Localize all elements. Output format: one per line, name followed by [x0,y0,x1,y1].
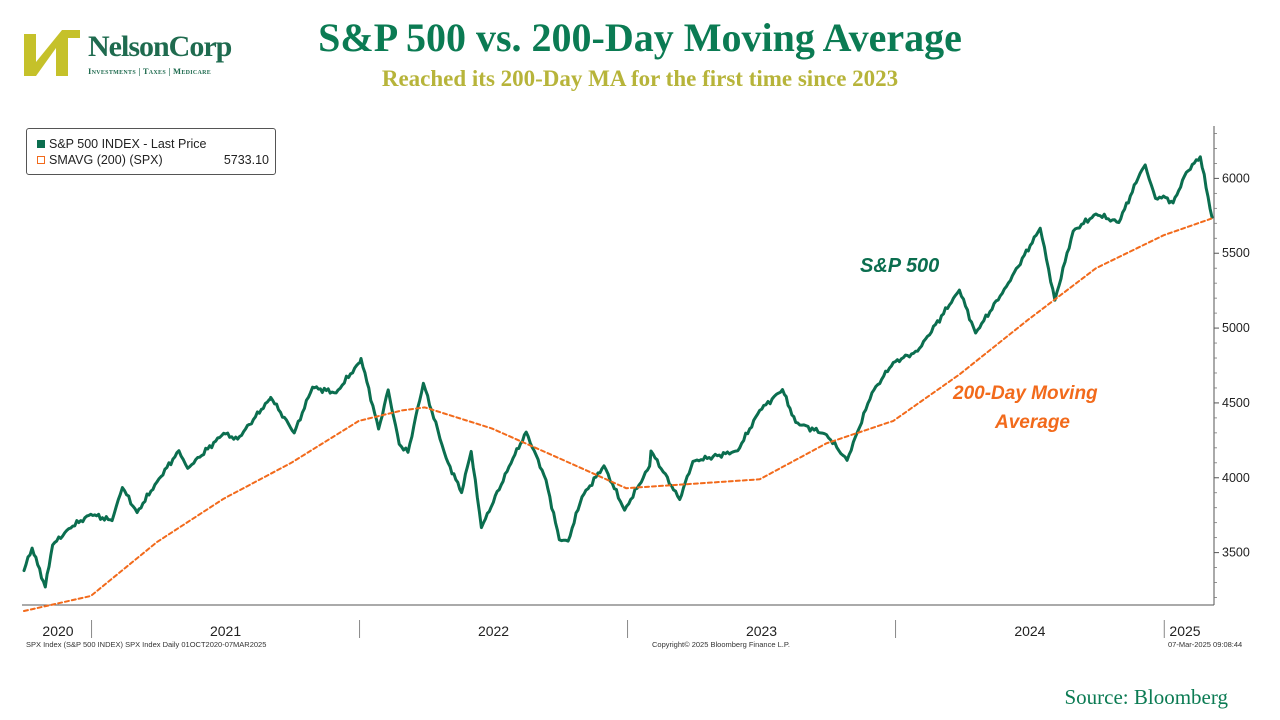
x-year-label: 2023 [746,623,777,639]
x-year-label: 2021 [210,623,241,639]
x-year-label: 2022 [478,623,509,639]
x-year-label: 2025 [1169,623,1200,639]
chart-legend: S&P 500 INDEX - Last Price SMAVG (200) (… [26,128,276,175]
annotation-ma-line1: 200-Day Moving [953,383,1098,404]
legend-item-ma: SMAVG (200) (SPX) 5733.10 [33,153,271,169]
y-tick-label: 5000 [1222,321,1250,335]
sp500-line [22,155,1214,589]
footer-right: 07-Mar-2025 09:08:44 [1168,640,1243,649]
footer-left: SPX Index (S&P 500 INDEX) SPX Index Dail… [26,640,267,649]
source-note: Source: Bloomberg [1064,685,1228,709]
ma200-line [23,217,1213,612]
legend-swatch-ma [37,156,45,164]
legend-swatch-sp500 [37,140,45,148]
legend-label-ma: SMAVG (200) (SPX) [49,153,163,167]
annotation-ma-line2: Average [995,412,1070,433]
logo-tagline: Investments | Taxes | Medicare [88,66,212,76]
x-year-label: 2024 [1014,623,1045,639]
logo-mark-icon [24,30,80,76]
annotation-sp500: S&P 500 [860,255,940,277]
logo-name: NelsonCorp [88,30,232,63]
legend-item-sp500: S&P 500 INDEX - Last Price [33,137,271,153]
legend-value-ma: 5733.10 [223,153,269,167]
y-tick-label: 4000 [1222,471,1250,485]
y-tick-label: 3500 [1222,546,1250,560]
chart-subtitle: Reached its 200-Day MA for the first tim… [381,66,899,91]
y-tick-label: 5500 [1222,246,1250,260]
footer-center: Copyright© 2025 Bloomberg Finance L.P. [652,640,790,649]
y-tick-label: 4500 [1222,396,1250,410]
legend-label-sp500: S&P 500 INDEX - Last Price [49,137,207,151]
chart-title: S&P 500 vs. 200-Day Moving Average [318,15,962,60]
logo: NelsonCorp Investments | Taxes | Medicar… [22,26,232,82]
chart-plot: 3500 4000 4500 5000 5500 6000 2020 2021 2022 2023… [22,126,1250,639]
y-tick-label: 6000 [1222,171,1250,185]
x-year-label: 2020 [42,623,73,639]
